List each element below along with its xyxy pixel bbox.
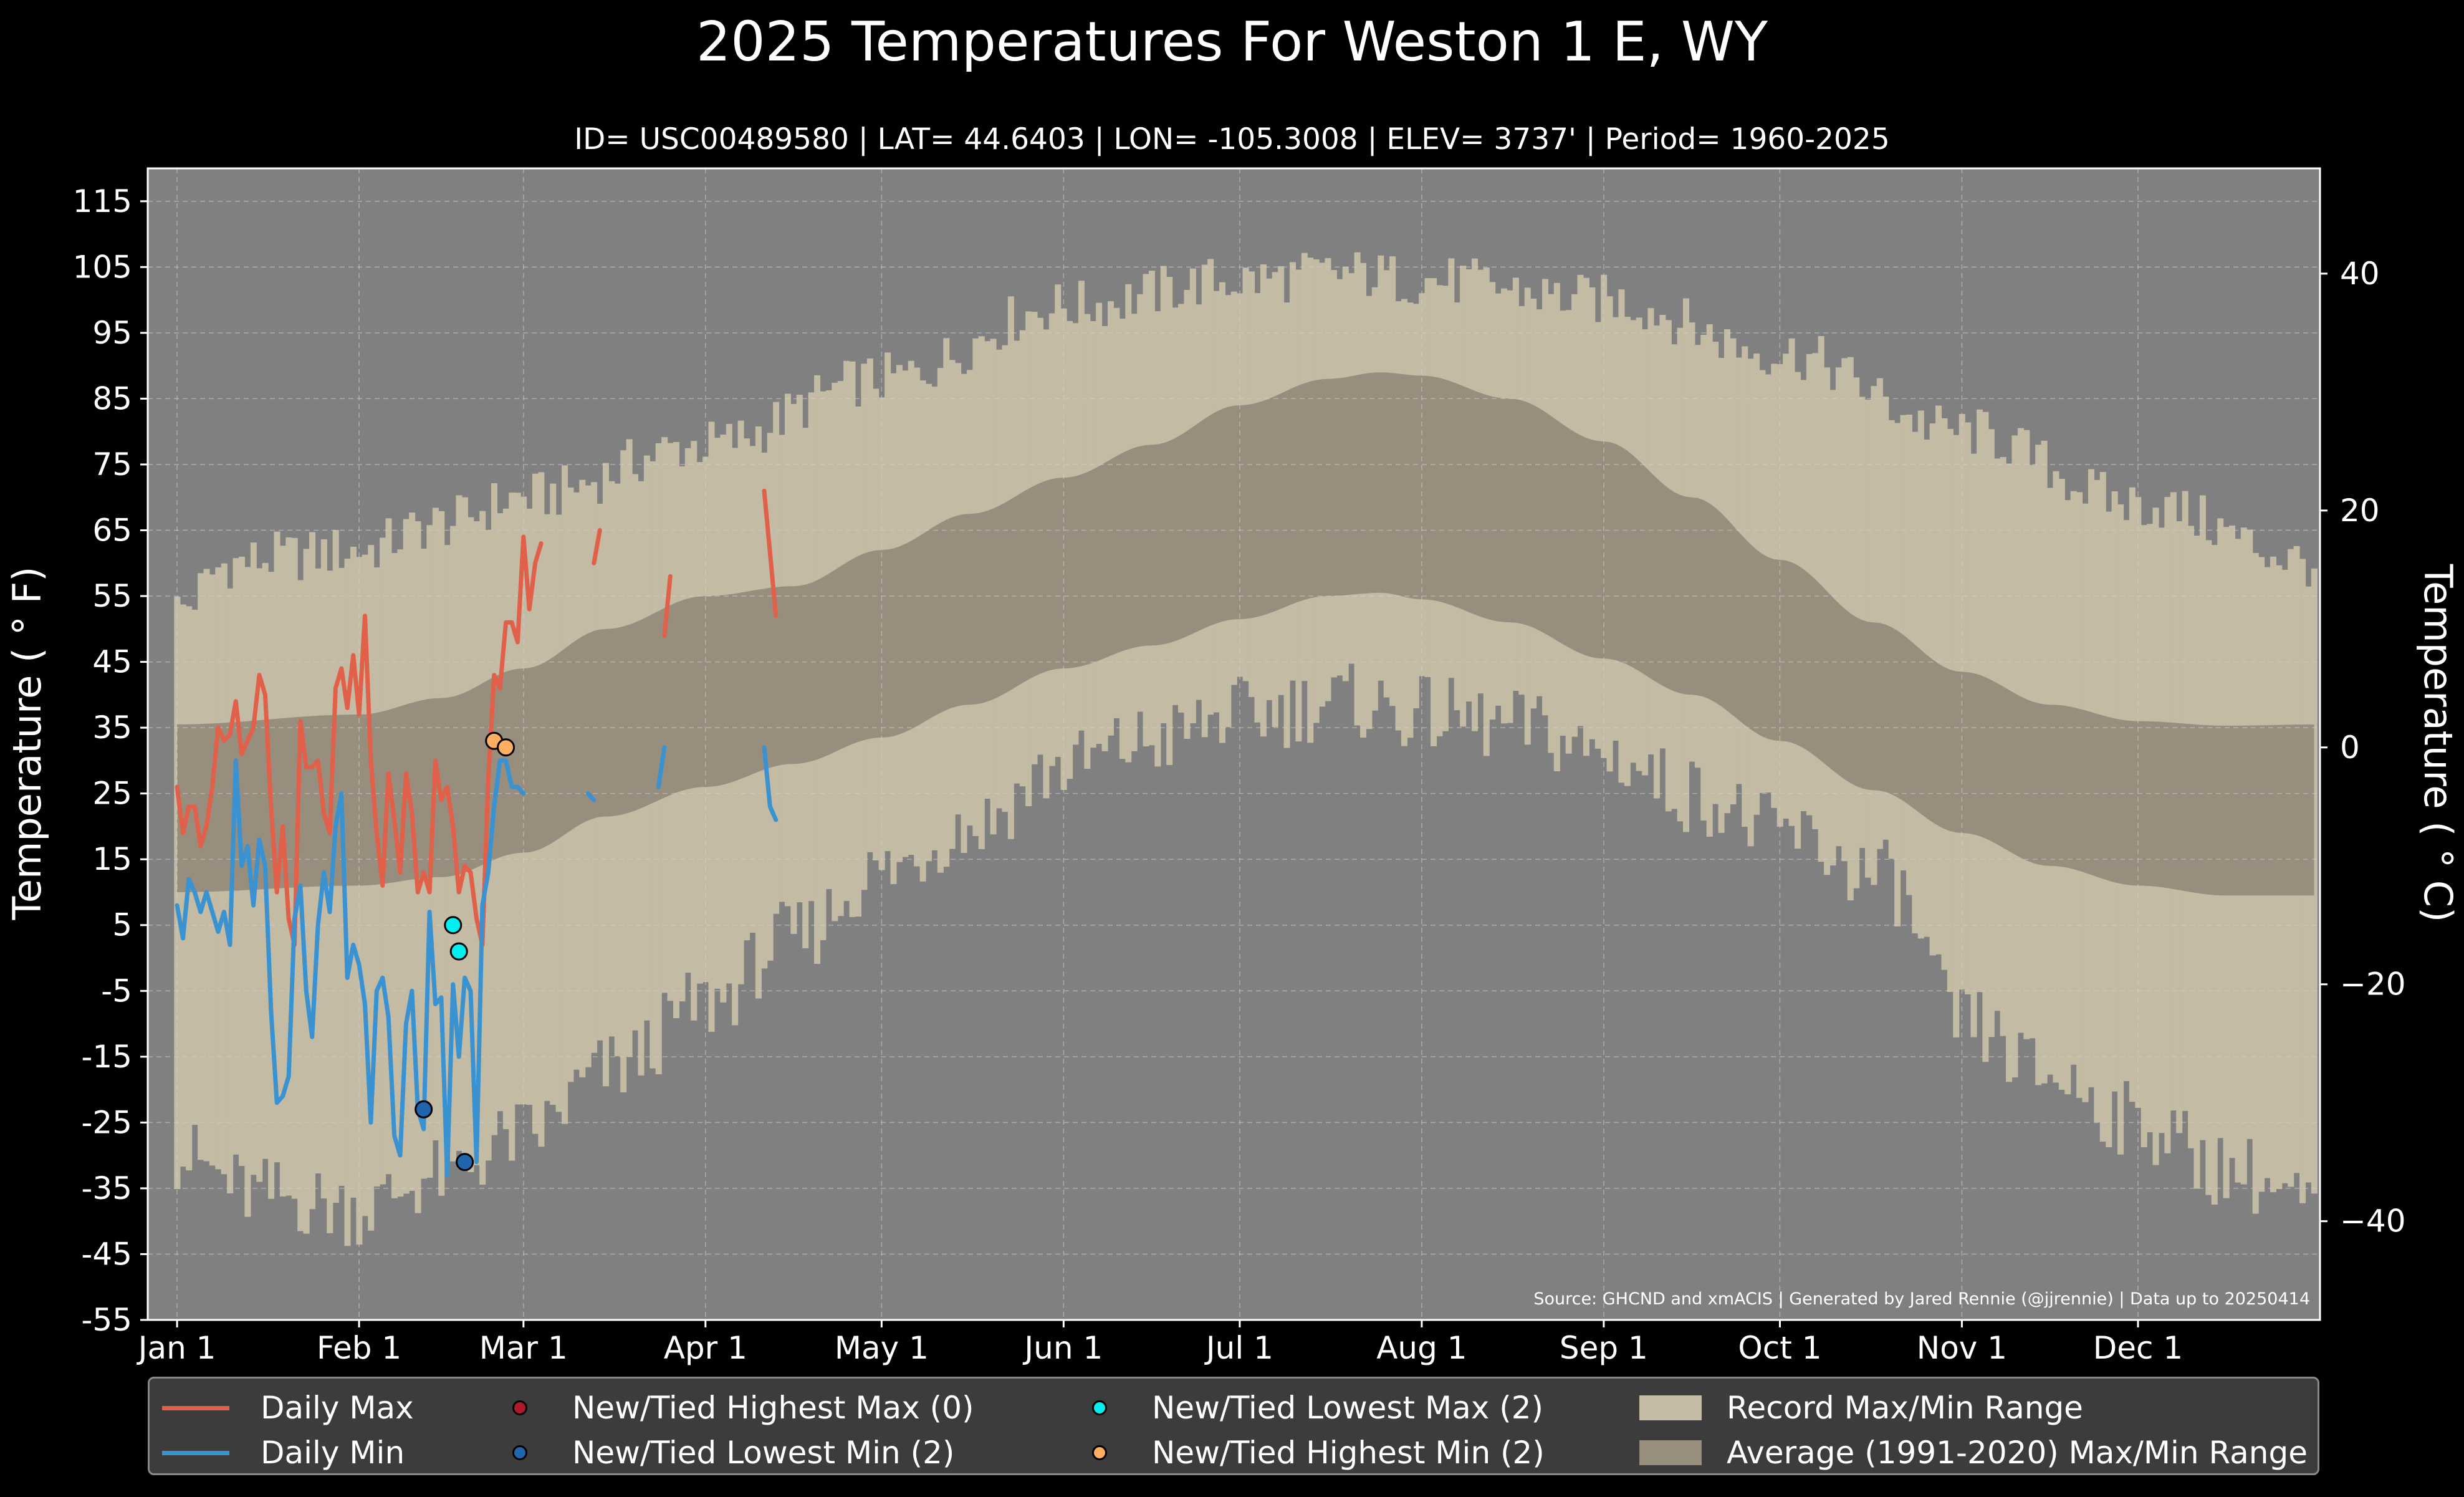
legend-item-record-range: Record Max/Min Range — [1639, 1386, 2083, 1430]
x-tick-label: Dec 1 — [2093, 1330, 2183, 1366]
y-tick-label: -15 — [81, 1039, 132, 1075]
record-range-bar — [303, 549, 310, 1234]
daily-max-line — [592, 528, 602, 566]
legend-item-highest-max: New/Tied Highest Max (0) — [486, 1386, 974, 1430]
y-tick-label: -35 — [81, 1170, 132, 1206]
legend-label: New/Tied Lowest Max (2) — [1152, 1390, 1544, 1426]
legend-item-lowest-max: New/Tied Lowest Max (2) — [1066, 1386, 1543, 1430]
highest-max-marker-icon — [512, 1400, 527, 1415]
record-range-bar — [1882, 397, 1889, 840]
normal-range-band — [177, 372, 2314, 896]
y-tick-label: -5 — [101, 973, 132, 1009]
y-tick-label: 25 — [92, 776, 132, 812]
new-tied-highest-min-marker — [497, 738, 515, 757]
record-range-bar — [368, 545, 375, 1231]
source-credit: Source: GHCND and xmACIS | Generated by … — [1533, 1289, 2310, 1309]
record-range-swatch — [1639, 1395, 1702, 1420]
daily-min-swatch — [162, 1450, 229, 1455]
y-tick-label: 45 — [92, 644, 132, 680]
new-tied-lowest-max-marker — [444, 916, 463, 935]
new-tied-lowest-max-marker — [449, 942, 468, 961]
plot-frame — [146, 167, 2321, 1321]
chart-title: 2025 Temperatures For Weston 1 E, WY — [696, 10, 1768, 74]
x-tick-label: Feb 1 — [317, 1330, 401, 1366]
y-tick-label: 75 — [92, 446, 132, 483]
daily-max-line — [662, 574, 673, 638]
y-tick-label: 85 — [92, 380, 132, 416]
record-range-bar — [356, 557, 363, 1245]
y-tick-label: 5 — [112, 907, 132, 943]
legend-label: Record Max/Min Range — [1727, 1390, 2083, 1426]
chart-subtitle: ID= USC00489580 | LAT= 44.6403 | LON= -1… — [574, 122, 1890, 156]
legend-label: Daily Max — [261, 1390, 414, 1426]
chart-legend: Daily Max Daily Min New/Tied Highest Max… — [148, 1377, 2319, 1475]
legend-item-normal-range: Average (1991-2020) Max/Min Range — [1639, 1431, 2308, 1475]
x-tick-label: Nov 1 — [1917, 1330, 2007, 1366]
highest-min-marker-icon — [1092, 1445, 1107, 1460]
y2-axis-label: Temperature ( ° C) — [2415, 564, 2461, 923]
y-tick-label: -45 — [81, 1236, 132, 1272]
record-range-bar — [1876, 378, 1883, 849]
x-tick-label: Jan 1 — [137, 1330, 216, 1366]
legend-label: Average (1991-2020) Max/Min Range — [1727, 1435, 2308, 1471]
legend-item-lowest-min: New/Tied Lowest Min (2) — [486, 1431, 954, 1475]
y-axis-label: Temperature ( ° F) — [4, 567, 50, 921]
y-tick-label: 95 — [92, 315, 132, 351]
y-tick-label: -25 — [81, 1104, 132, 1140]
new-tied-lowest-min-marker — [456, 1153, 474, 1172]
x-tick-label: Oct 1 — [1738, 1330, 1821, 1366]
plot-area — [148, 168, 2320, 1321]
y-tick-label: 15 — [92, 841, 132, 877]
legend-item-daily-max: Daily Max — [162, 1386, 414, 1430]
record-range-bar — [244, 567, 251, 1217]
y2-tick-label: 0 — [2340, 729, 2360, 766]
record-range-bar — [174, 596, 181, 1190]
x-tick-label: Mar 1 — [479, 1330, 568, 1366]
lowest-max-marker-icon — [1092, 1400, 1107, 1415]
axes: 115 105 95 85 75 65 55 45 35 25 15 5 -5 -15 -25 -35 -45 -… — [73, 167, 2406, 1366]
y2-tick-label: 20 — [2340, 493, 2380, 529]
daily-min-line — [762, 745, 779, 822]
daily-min-line — [656, 745, 667, 789]
legend-label: New/Tied Highest Min (2) — [1152, 1435, 1545, 1471]
legend-item-daily-min: Daily Min — [162, 1431, 405, 1475]
y2-tick-label: −40 — [2340, 1203, 2406, 1239]
x-tick-label: Jul 1 — [1204, 1330, 1273, 1366]
daily-min-line — [585, 791, 597, 802]
x-tick-label: Jun 1 — [1022, 1330, 1103, 1366]
record-range-bar — [2311, 568, 2318, 1194]
x-tick-label: Sep 1 — [1560, 1330, 1648, 1366]
legend-item-highest-min: New/Tied Highest Min (2) — [1066, 1431, 1545, 1475]
x-tick-label: Aug 1 — [1376, 1330, 1467, 1366]
legend-label: New/Tied Lowest Min (2) — [572, 1435, 955, 1471]
legend-label: New/Tied Highest Max (0) — [572, 1390, 974, 1426]
y2-tick-label: −20 — [2340, 966, 2406, 1003]
y-tick-label: 55 — [92, 578, 132, 614]
record-range-bar — [344, 559, 351, 1246]
daily-max-line — [762, 488, 779, 619]
x-tick-label: May 1 — [835, 1330, 929, 1366]
y-tick-label: 105 — [73, 249, 132, 285]
x-tick-label: Apr 1 — [664, 1330, 747, 1366]
y-tick-label: 115 — [73, 183, 132, 219]
legend-label: Daily Min — [261, 1435, 405, 1471]
new-tied-lowest-min-marker — [415, 1100, 433, 1119]
daily-max-swatch — [162, 1405, 229, 1410]
daily-min-line — [175, 758, 526, 1178]
y-tick-label: 65 — [92, 512, 132, 548]
y-tick-label: -55 — [81, 1302, 132, 1338]
y-tick-label: 35 — [92, 710, 132, 746]
lowest-min-marker-icon — [512, 1445, 527, 1460]
normal-range-swatch — [1639, 1440, 1702, 1465]
y2-tick-label: 40 — [2340, 256, 2380, 292]
